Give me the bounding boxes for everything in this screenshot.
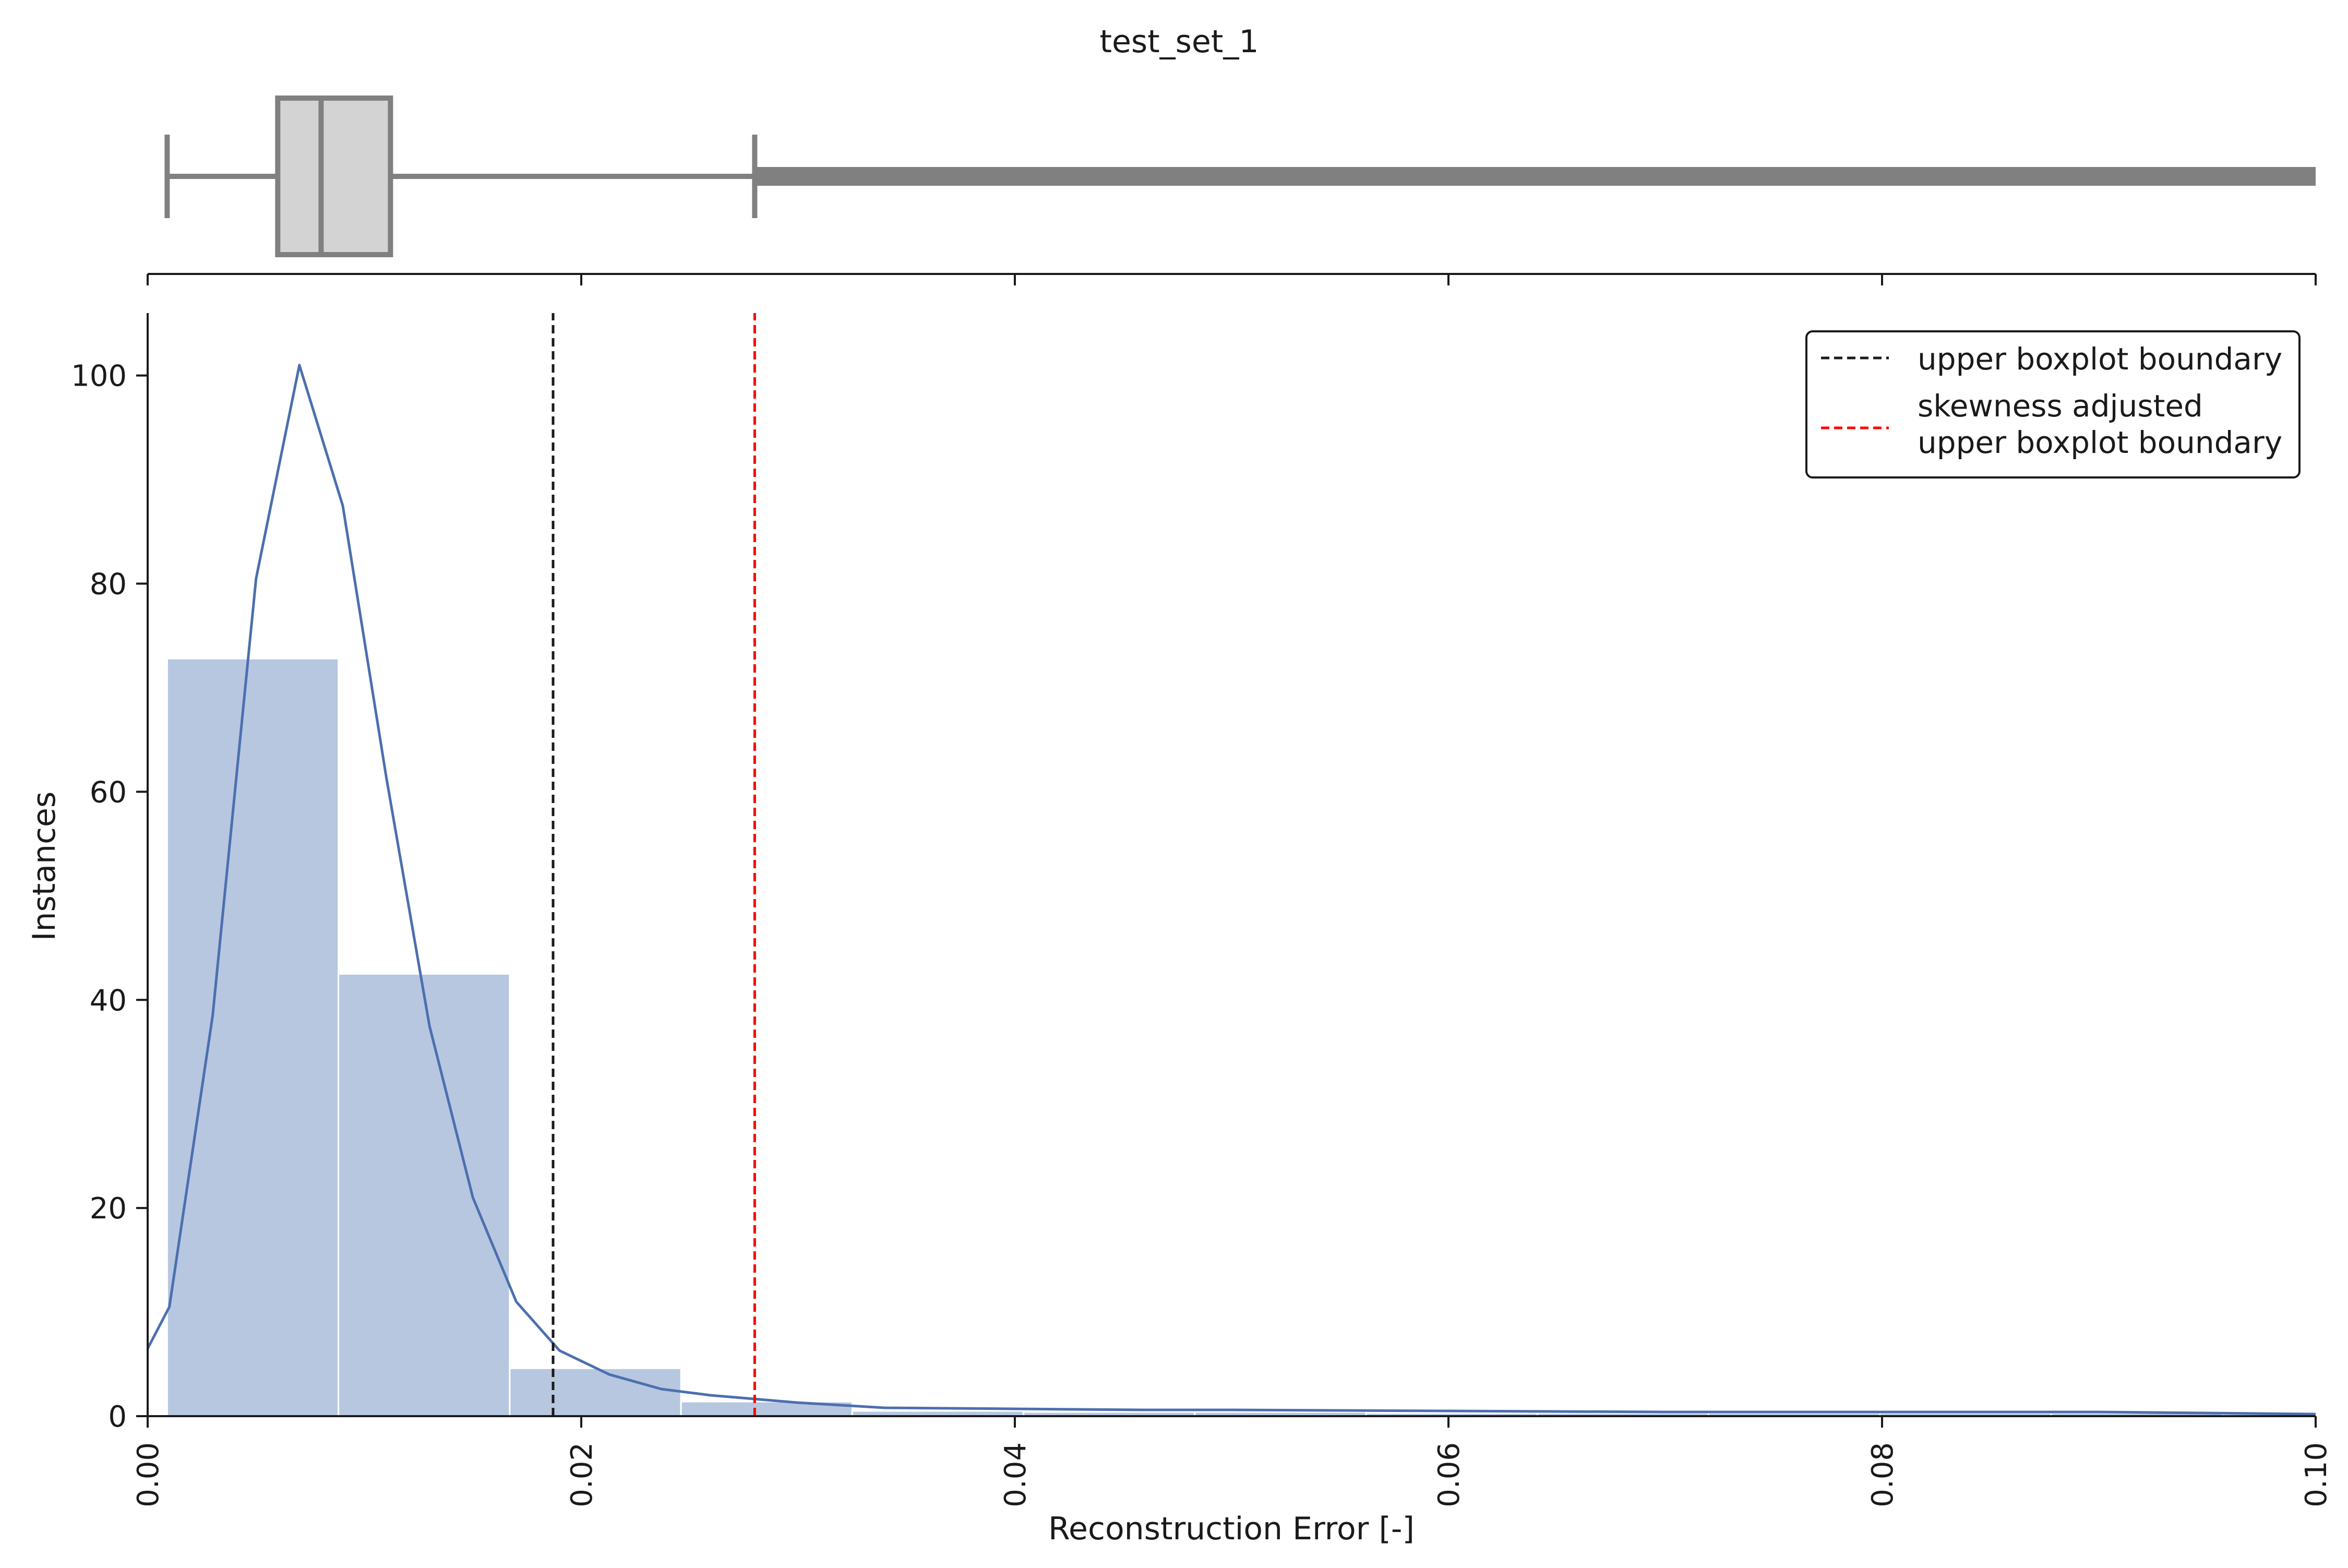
y-tick-label-3: 60 [90,775,127,809]
y-tick-label-1: 20 [90,1192,127,1226]
histogram-bar-2 [509,1367,682,1417]
x-axis-label: Reconstruction Error [-] [1048,1511,1415,1547]
kde-line [146,364,2316,1416]
x-tick-label-3: 0.06 [1432,1442,1466,1507]
x-tick-label-2: 0.04 [999,1442,1033,1507]
chart-title: test_set_1 [1099,23,1259,60]
boxplot-panel [147,95,2317,285]
y-tick-label-0: 0 [108,1400,127,1434]
histogram-panel: 0 20 40 60 80 100 0.00 0.02 0.04 0.06 0.08 0.10 uppe… [71,313,2333,1507]
legend-box [1805,330,2301,478]
y-tick-label-4: 80 [90,568,127,602]
x-tick-label-1: 0.02 [565,1442,599,1507]
x-tick-label-0: 0.00 [131,1442,165,1507]
histogram-bar-0 [166,657,340,1417]
y-tick-label-2: 40 [90,984,127,1018]
boxplot-outliers [754,167,2316,186]
legend-label-0-0: upper boxplot boundary [1918,341,2282,377]
x-tick-label-4: 0.08 [1866,1442,1900,1507]
y-axis-label: Instances [26,792,63,941]
y-tick-label-5: 100 [71,360,127,393]
histogram-bar-1 [338,973,511,1417]
legend-label-1-1: upper boxplot boundary [1918,425,2282,460]
x-tick-label-5: 0.10 [2299,1442,2333,1507]
boxplot-box [275,95,393,257]
legend-label-1-0: skewness adjusted [1918,388,2203,424]
